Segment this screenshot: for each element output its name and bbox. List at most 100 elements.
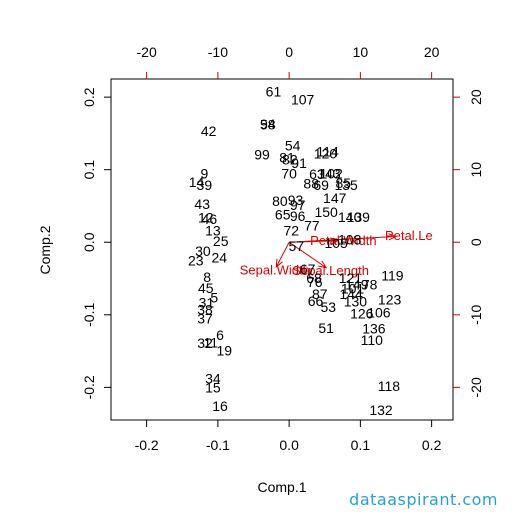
- observation-label: 78: [362, 276, 378, 292]
- observation-label: 25: [213, 233, 229, 249]
- loading-vector-label: Sepal.Width: [240, 262, 310, 277]
- loading-vector-arrowhead: [388, 233, 398, 241]
- observation-label: 53: [321, 299, 337, 315]
- observation-label: 147: [323, 190, 347, 206]
- observation-label: 63: [309, 166, 325, 182]
- observation-label: 5: [210, 289, 218, 305]
- observation-label: 46: [202, 211, 218, 227]
- observation-label: 54: [285, 138, 301, 154]
- observation-label: 132: [369, 402, 393, 418]
- observation-label: 16: [212, 398, 228, 414]
- observation-label: 91: [291, 155, 307, 171]
- observation-label: 32: [197, 335, 213, 351]
- right-tick-label: -20: [468, 377, 484, 397]
- loading-vector-arrowhead: [275, 258, 283, 269]
- observation-label: 87: [312, 286, 328, 302]
- observation-label: 45: [198, 280, 214, 296]
- observation-label: 80: [272, 193, 288, 209]
- observation-label: 85: [335, 175, 351, 191]
- observation-label: 70: [281, 165, 297, 181]
- observation-label: 106: [367, 305, 391, 321]
- observation-label: 51: [318, 320, 334, 336]
- loading-vector-arrowhead: [329, 237, 339, 245]
- observation-label: 39: [197, 177, 213, 193]
- observation-label: 9: [200, 165, 208, 181]
- observation-label: 76: [307, 274, 323, 290]
- y-axis-title: Comp.2: [37, 225, 53, 274]
- observation-label: 57: [288, 238, 304, 254]
- observation-label: 30: [195, 243, 211, 259]
- observation-label: 31: [199, 294, 215, 310]
- x-tick-label: -0.1: [206, 437, 230, 453]
- top-tick-label: 0: [285, 44, 293, 60]
- observation-label: 110: [361, 332, 384, 348]
- observation-label: 120: [314, 146, 338, 162]
- observation-label: 67: [300, 261, 316, 277]
- observation-label: 105: [324, 235, 348, 251]
- observation-label: 94: [260, 116, 276, 132]
- right-tick-label: 0: [468, 238, 484, 246]
- observation-label: 123: [378, 292, 402, 308]
- observation-label: 149: [345, 276, 369, 292]
- observation-label: 11: [203, 334, 218, 350]
- observation-label: 81: [279, 149, 295, 165]
- observation-label: 144: [339, 286, 363, 302]
- loading-vector-arrowhead: [318, 260, 328, 269]
- observation-label: 34: [205, 371, 221, 387]
- observation-label: 24: [212, 249, 228, 265]
- loading-vector-label: Petal.Le: [385, 228, 433, 243]
- y-tick-label: 0.1: [81, 160, 97, 180]
- observation-label: 12: [198, 210, 214, 226]
- observation-label: 43: [194, 196, 210, 212]
- observation-label: 102: [319, 165, 343, 181]
- observation-label: 126: [350, 305, 374, 321]
- top-tick-label: 10: [353, 44, 369, 60]
- observation-label: 121: [339, 270, 363, 286]
- loading-vector: [289, 240, 338, 243]
- observation-label: 143: [317, 165, 341, 181]
- y-tick-label: -0.2: [81, 375, 97, 399]
- observation-label: 19: [216, 342, 232, 358]
- top-tick-label: -20: [137, 44, 157, 60]
- observation-label: 72: [283, 223, 299, 239]
- loading-vector: [288, 241, 327, 269]
- observation-label: 130: [344, 294, 368, 310]
- observation-label: 97: [290, 197, 306, 213]
- observation-label: 8: [203, 269, 211, 285]
- x-axis-title: Comp.1: [257, 479, 306, 495]
- watermark: dataaspirant.com: [349, 490, 498, 509]
- right-tick-label: -10: [468, 304, 484, 324]
- observation-label: 77: [304, 218, 320, 234]
- loading-vector-label: Petal.Width: [310, 233, 376, 248]
- observation-label: 114: [316, 144, 339, 160]
- observation-label: 118: [378, 378, 401, 394]
- observation-label: 14: [189, 174, 205, 190]
- observation-label: 37: [197, 310, 213, 326]
- observation-label: 101: [341, 281, 365, 297]
- observation-label: 99: [254, 146, 270, 162]
- x-tick-label: 0.1: [351, 437, 371, 453]
- observation-label: 58: [260, 117, 276, 133]
- observation-label: 42: [201, 123, 217, 139]
- observation-label: 6: [216, 327, 224, 343]
- observation-label: 38: [197, 302, 213, 318]
- observation-label: 135: [334, 177, 358, 193]
- top-tick-label: -10: [208, 44, 228, 60]
- x-tick-label: -0.2: [135, 437, 159, 453]
- observation-label: 96: [290, 208, 306, 224]
- observation-label: 65: [275, 207, 291, 223]
- x-tick-label: 0.2: [422, 437, 442, 453]
- right-tick-label: 20: [468, 89, 484, 105]
- y-tick-label: 0.2: [81, 87, 97, 107]
- observation-label: 150: [314, 204, 338, 220]
- observation-label: 88: [303, 175, 319, 191]
- observation-label: 140: [338, 209, 362, 225]
- observation-label: 107: [291, 91, 315, 107]
- loading-vector: [275, 242, 290, 268]
- observation-label: 13: [205, 223, 221, 239]
- observation-label: 68: [306, 270, 322, 286]
- y-tick-label: -0.1: [81, 303, 97, 327]
- observation-label: 15: [205, 379, 221, 395]
- loading-vector-label: Sepal.Length: [292, 263, 369, 278]
